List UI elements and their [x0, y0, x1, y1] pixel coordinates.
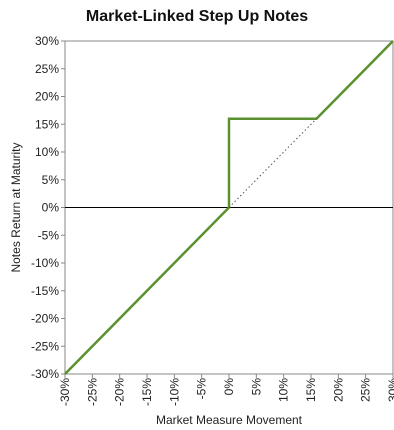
x-tick-label: 5%	[249, 378, 263, 396]
y-tick-label: -15%	[31, 284, 59, 298]
y-tick-label: -5%	[38, 228, 60, 242]
x-axis-title: Market Measure Movement	[156, 413, 303, 427]
y-tick-label: 25%	[35, 62, 59, 76]
y-tick-label: 10%	[35, 145, 59, 159]
payoff-line	[64, 40, 394, 375]
y-tick-label: -20%	[31, 312, 59, 326]
y-tick-label: -25%	[31, 339, 59, 353]
reference-dotted-line	[228, 118, 317, 208]
x-tick-label: -15%	[140, 378, 154, 406]
x-tick-label: -30%	[58, 378, 72, 406]
y-tick-label: 15%	[35, 117, 59, 131]
y-tick-label: -10%	[31, 256, 59, 270]
x-tick-label: -25%	[85, 378, 99, 406]
x-tick-label: 15%	[304, 378, 318, 402]
x-tick-label: 30%	[386, 378, 394, 402]
y-tick-label: 5%	[42, 173, 60, 187]
y-tick-label: 0%	[42, 201, 60, 215]
x-tick-label: 25%	[359, 378, 373, 402]
x-tick-label: 0%	[222, 378, 236, 396]
y-tick-label: 20%	[35, 90, 59, 104]
x-tick-label: -10%	[167, 378, 181, 406]
chart-title: Market-Linked Step Up Notes	[85, 8, 309, 25]
y-tick-label: 30%	[35, 34, 59, 48]
x-tick-label: 10%	[277, 378, 291, 402]
x-tick-label: 20%	[331, 378, 345, 402]
x-tick-label: -20%	[113, 378, 127, 406]
y-axis-title: Notes Return at Maturity	[9, 142, 23, 272]
y-tick-label: -30%	[31, 367, 59, 381]
x-tick-label: -5%	[195, 378, 209, 400]
